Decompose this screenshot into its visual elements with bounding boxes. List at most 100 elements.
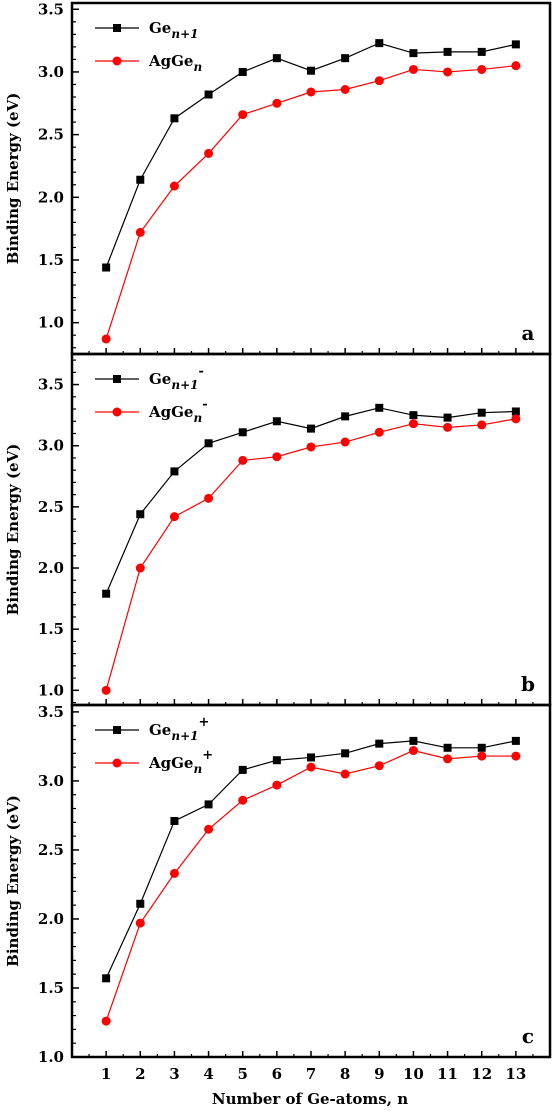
x-tick-label: 4 <box>203 1065 213 1083</box>
y-axis-title: Binding Energy (eV) <box>4 795 22 967</box>
data-point-square <box>443 743 452 752</box>
y-tick-label: 3.5 <box>38 703 64 721</box>
data-point-circle <box>238 795 248 805</box>
x-tick-label: 9 <box>374 1065 384 1083</box>
y-tick-label: 1.5 <box>38 251 64 269</box>
legend-entry: AgGen+ <box>95 748 213 776</box>
y-tick-label: 3.0 <box>38 772 64 790</box>
data-point-circle <box>101 685 111 695</box>
data-point-square <box>136 175 145 184</box>
data-point-square <box>136 510 145 519</box>
y-tick-label: 2.5 <box>38 126 64 144</box>
series-ge <box>102 39 520 272</box>
series-ge <box>102 736 520 983</box>
data-point-square <box>375 39 384 48</box>
series-line <box>105 740 516 979</box>
data-point-circle <box>169 181 179 191</box>
panel-label: a <box>522 321 535 345</box>
series-line <box>105 65 516 340</box>
data-point-circle <box>306 442 316 452</box>
data-point-square <box>375 403 384 412</box>
y-tick-label: 3.5 <box>38 376 64 394</box>
data-point-circle <box>477 751 487 761</box>
data-point-circle <box>238 455 248 465</box>
data-point-square <box>204 439 213 448</box>
data-point-circle <box>340 437 350 447</box>
data-point-circle <box>272 780 282 790</box>
data-point-square <box>409 49 418 58</box>
series-line <box>105 407 516 594</box>
y-tick-label: 1.0 <box>38 1048 64 1066</box>
legend-entry: AgGen- <box>95 397 208 425</box>
data-point-circle <box>511 751 521 761</box>
data-point-square <box>170 114 179 123</box>
data-point-circle <box>408 64 418 74</box>
y-tick-label: 2.0 <box>38 910 64 928</box>
data-point-square <box>170 816 179 825</box>
data-point-square <box>341 749 350 758</box>
data-point-circle <box>101 334 111 344</box>
series-ge <box>102 403 520 598</box>
legend-label: AgGen+ <box>148 748 213 776</box>
x-tick-label: 11 <box>437 1065 458 1083</box>
y-tick-label: 3.0 <box>38 63 64 81</box>
data-point-square <box>272 417 281 426</box>
data-point-circle <box>135 918 145 928</box>
data-point-square <box>511 40 520 49</box>
data-point-circle <box>272 98 282 108</box>
y-tick-label: 1.0 <box>38 314 64 332</box>
data-point-square <box>272 756 281 765</box>
x-tick-label: 7 <box>306 1065 316 1083</box>
legend-marker-circle <box>112 407 122 417</box>
data-point-circle <box>169 868 179 878</box>
y-tick-label: 2.5 <box>38 841 64 859</box>
panel-label: b <box>521 672 535 696</box>
data-point-circle <box>204 493 214 503</box>
data-point-circle <box>204 148 214 158</box>
panel-a: 1.0 1.5 2.0 2.5 3.0 3.5 Binding Energy (eV) Gen… <box>4 0 552 356</box>
x-tick-label: 13 <box>505 1065 526 1083</box>
data-point-circle <box>340 769 350 779</box>
data-point-square <box>307 753 315 762</box>
legend-marker-square <box>113 24 121 32</box>
data-point-circle <box>408 746 418 756</box>
legend-entry: Gen+1 <box>95 19 199 41</box>
legend-marker-square <box>113 726 121 734</box>
legend-label: AgGen <box>148 52 202 74</box>
data-point-square <box>477 47 486 56</box>
y-tick-label: 2.0 <box>38 188 64 206</box>
data-point-square <box>170 467 179 476</box>
series-agge <box>101 746 521 1026</box>
data-point-square <box>409 736 418 745</box>
series-agge <box>101 61 521 344</box>
y-axis-title: Binding Energy (eV) <box>4 444 22 616</box>
data-point-square <box>102 974 111 983</box>
legend-entry: Gen+1+ <box>95 715 209 743</box>
legend-marker-circle <box>112 56 122 66</box>
data-point-square <box>409 411 418 420</box>
series-line <box>105 42 516 268</box>
panel-c: 1.01.52.02.53.03.51 2 3 4 5 6 7 8 9 10 11 12 13Bindi… <box>4 703 552 1083</box>
data-point-circle <box>272 452 282 462</box>
data-point-circle <box>443 754 453 764</box>
data-point-square <box>238 765 247 774</box>
data-point-square <box>102 589 111 598</box>
y-tick-label: 2.5 <box>38 498 64 516</box>
data-point-circle <box>477 420 487 430</box>
data-point-circle <box>306 87 316 97</box>
data-point-circle <box>135 563 145 573</box>
data-point-circle <box>374 76 384 86</box>
x-tick-label: 8 <box>340 1065 350 1083</box>
series-line <box>105 418 516 691</box>
data-point-square <box>443 47 452 56</box>
data-point-square <box>443 413 452 422</box>
y-tick-label: 3.5 <box>38 0 64 18</box>
data-point-square <box>204 800 213 809</box>
data-point-circle <box>443 422 453 432</box>
data-point-square <box>477 743 486 752</box>
data-point-circle <box>443 67 453 77</box>
data-point-square <box>272 54 281 63</box>
data-point-circle <box>408 419 418 429</box>
legend-label: Gen+1+ <box>149 715 209 743</box>
panel-label: c <box>522 1024 534 1048</box>
